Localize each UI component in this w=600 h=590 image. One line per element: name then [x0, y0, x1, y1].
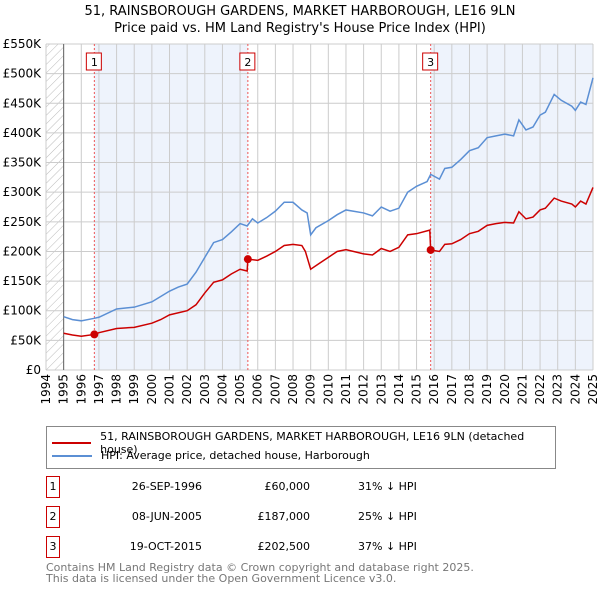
x-tick-label: 2012	[357, 374, 371, 405]
x-tick-label: 2014	[392, 374, 406, 405]
x-tick-label: 1996	[74, 374, 88, 405]
x-tick-label: 1997	[92, 374, 106, 405]
y-tick-label: £0	[26, 363, 41, 377]
x-tick-label: 2021	[515, 374, 529, 405]
x-tick-label: 1994	[39, 374, 53, 405]
series-line	[63, 187, 594, 337]
hpi-diff: 37% ↓ HPI	[358, 540, 417, 553]
y-tick-label: £250K	[3, 215, 43, 229]
pre-data-hatch	[46, 44, 64, 370]
price: £202,500	[257, 540, 311, 553]
transaction-row: 3 19-OCT-2015 £202,500 37% ↓ HPI	[46, 536, 446, 558]
x-tick-label: 2020	[498, 374, 512, 405]
legend-item-hpi: HPI: Average price, detached house, Harb…	[52, 449, 370, 462]
hpi-diff: 31% ↓ HPI	[358, 480, 417, 493]
x-tick-label: 2017	[445, 374, 459, 405]
sale-marker-box	[239, 52, 256, 71]
legend-label: 51, RAINSBOROUGH GARDENS, MARKET HARBORO…	[100, 430, 525, 456]
y-tick-label: £400K	[3, 126, 43, 140]
legend-label: HPI: Average price, detached house, Harb…	[101, 449, 370, 462]
x-tick-label: 2011	[339, 374, 353, 405]
sale-marker-label: 3	[427, 56, 434, 69]
sale-marker-box	[422, 52, 439, 71]
y-tick-label: £200K	[3, 244, 43, 258]
y-tick-label: £50K	[10, 333, 42, 347]
y-tick-label: £350K	[3, 156, 43, 170]
transaction-row: 2 08-JUN-2005 £187,000 25% ↓ HPI	[46, 506, 446, 528]
x-tick-label: 2018	[462, 374, 476, 405]
y-tick-label: £150K	[3, 274, 43, 288]
chart-title: 51, RAINSBOROUGH GARDENS, MARKET HARBORO…	[84, 4, 516, 19]
price: £60,000	[264, 480, 311, 493]
x-tick-label: 1999	[127, 374, 141, 405]
price: £187,000	[257, 510, 311, 523]
price-chart: 1994 1995 1996 1997 1998 1999 2000 2001 2002 2003…	[3, 37, 600, 405]
date: 26-SEP-1996	[131, 480, 202, 493]
x-tick-label: 2024	[568, 374, 582, 405]
x-tick-label: 2016	[427, 374, 441, 405]
marker-num: 3	[46, 536, 60, 558]
sale-marker-box	[85, 52, 102, 71]
x-tick-label: 2003	[198, 374, 212, 405]
x-tick-label: 2023	[551, 374, 565, 405]
legend-item-property: 51, RAINSBOROUGH GARDENS, MARKET HARBORO…	[52, 430, 555, 456]
x-tick-label: 2025	[586, 374, 600, 405]
shaded-period	[94, 44, 248, 370]
marker-num: 2	[46, 506, 60, 528]
x-tick-label: 2010	[321, 374, 335, 405]
x-tick-label: 2008	[286, 374, 300, 405]
red-line-swatch	[52, 442, 92, 444]
marker-num: 1	[46, 476, 60, 498]
shaded-period	[430, 44, 593, 370]
series-line	[63, 77, 594, 322]
x-tick-label: 2019	[480, 374, 494, 405]
y-tick-label: £550K	[3, 37, 43, 51]
x-tick-label: 2009	[304, 374, 318, 405]
sale-marker-label: 1	[91, 56, 98, 69]
x-tick-label: 1995	[57, 374, 71, 405]
hpi-diff: 25% ↓ HPI	[358, 510, 417, 523]
x-tick-label: 2001	[163, 374, 177, 405]
x-tick-label: 2022	[533, 374, 547, 405]
y-tick-label: £100K	[3, 304, 43, 318]
x-tick-label: 1998	[110, 374, 124, 405]
footer-copyright: Contains HM Land Registry data © Crown c…	[46, 561, 474, 574]
x-tick-label: 2004	[215, 374, 229, 405]
sale-point	[90, 330, 99, 339]
x-tick-label: 2013	[374, 374, 388, 405]
x-tick-label: 2007	[268, 374, 282, 405]
x-tick-label: 2000	[145, 374, 159, 405]
transaction-row: 1 26-SEP-1996 £60,000 31% ↓ HPI	[46, 476, 446, 498]
sale-marker-label: 2	[244, 56, 251, 69]
x-tick-label: 2006	[251, 374, 265, 405]
footer-licence: This data is licensed under the Open Gov…	[46, 572, 397, 585]
blue-line-swatch	[52, 454, 92, 457]
legend: 51, RAINSBOROUGH GARDENS, MARKET HARBORO…	[46, 426, 556, 469]
y-tick-label: £500K	[3, 67, 43, 81]
x-tick-label: 2015	[410, 374, 424, 405]
x-tick-label: 2002	[180, 374, 194, 405]
chart-subtitle: Price paid vs. HM Land Registry's House …	[114, 21, 486, 36]
sale-point	[426, 245, 435, 254]
sale-point	[243, 255, 252, 264]
y-tick-label: £450K	[3, 96, 43, 110]
y-tick-label: £300K	[3, 185, 43, 199]
date: 08-JUN-2005	[131, 510, 202, 523]
x-tick-label: 2005	[233, 374, 247, 405]
date: 19-OCT-2015	[129, 540, 202, 553]
